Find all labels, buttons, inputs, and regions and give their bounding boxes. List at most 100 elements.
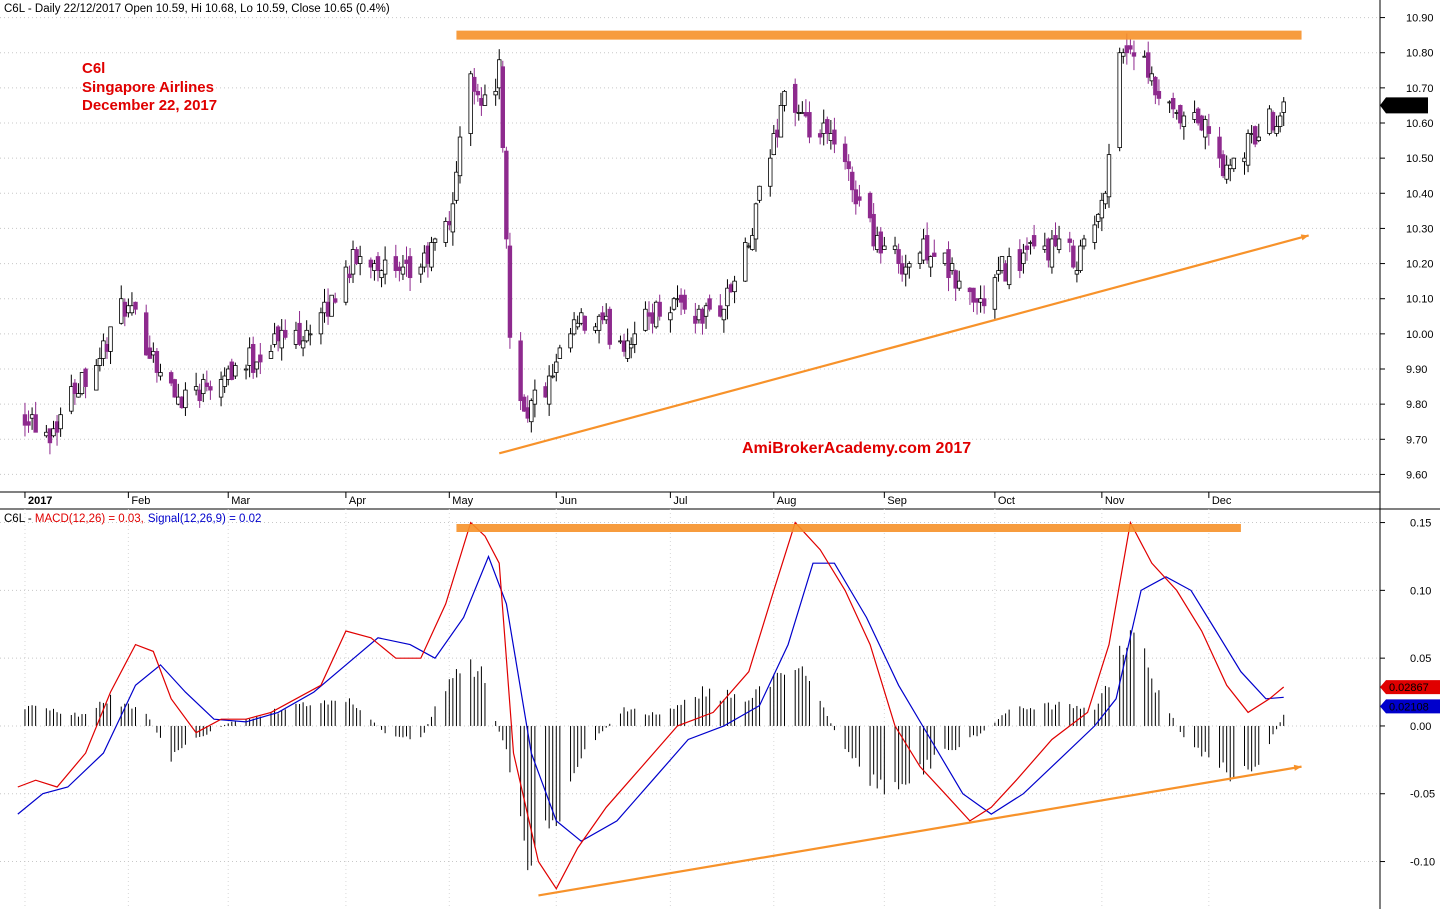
- price-y-tick-label: 9.70: [1406, 434, 1427, 446]
- candle-body: [1149, 73, 1154, 82]
- candle-body: [896, 249, 901, 264]
- price-y-axis: 9.60 9.70 9.80 9.90 10.00 10.10 10.20 10.30 10.4…: [1380, 13, 1434, 481]
- candle-body: [479, 98, 484, 106]
- price-y-tick-label: 10.60: [1406, 118, 1434, 130]
- candle-body: [350, 249, 356, 275]
- candle-body: [1153, 76, 1158, 96]
- candle-body: [29, 414, 35, 419]
- candle-body: [1281, 101, 1286, 113]
- candle-body: [179, 396, 185, 409]
- candle-body: [54, 421, 60, 433]
- candle-body: [1146, 52, 1151, 78]
- candle-body: [546, 375, 552, 405]
- candle-body: [942, 252, 948, 264]
- candle-body: [168, 372, 174, 384]
- candle-body: [47, 428, 53, 444]
- candle-body: [119, 298, 124, 324]
- candle-body: [429, 242, 434, 268]
- candle-body: [728, 284, 734, 293]
- candle-body: [357, 256, 363, 264]
- price-x-axis-labels: 2017 Feb Mar Apr May Jun Jul Aug Sep Oct Nov Dec: [24, 492, 1232, 507]
- candle-body: [1081, 238, 1087, 247]
- candle-body: [521, 396, 527, 412]
- candle-body: [275, 326, 281, 342]
- candle-body: [992, 277, 998, 310]
- candle-body: [26, 421, 31, 426]
- candle-body: [1049, 238, 1055, 268]
- price-header: C6L - Daily 22/12/2017 Open 10.59, Hi 10…: [4, 3, 390, 15]
- candle-body: [882, 245, 887, 250]
- macd-support-arrowhead: [1293, 764, 1302, 771]
- candle-body: [1003, 263, 1008, 282]
- candle-body: [250, 343, 256, 373]
- price-y-tick-label: 10.10: [1406, 294, 1434, 306]
- macd-panel: [0, 509, 1380, 909]
- candle-body: [1053, 235, 1058, 247]
- candle-body: [932, 252, 937, 257]
- candle-body: [924, 235, 930, 261]
- x-tick-label: Mar: [231, 495, 250, 507]
- candle-body: [1121, 52, 1126, 57]
- candle-body: [903, 266, 908, 275]
- candle-body: [949, 263, 955, 272]
- candle-body: [792, 83, 798, 113]
- candle-body: [1024, 245, 1030, 250]
- candle-body: [732, 280, 737, 293]
- candle-body: [928, 256, 933, 268]
- candle-body: [1117, 52, 1122, 148]
- macd-y-tick-label: -0.10: [1410, 857, 1435, 869]
- candle-body: [768, 157, 773, 187]
- candle-body: [1131, 52, 1137, 57]
- candle-body: [126, 305, 131, 314]
- candle-body: [921, 238, 926, 261]
- candle-body: [571, 319, 577, 335]
- candle-body: [1103, 192, 1108, 205]
- candle-body: [1203, 119, 1208, 138]
- candle-body: [593, 326, 598, 331]
- candle-body: [247, 347, 252, 366]
- candle-body: [1249, 133, 1254, 135]
- candle-body: [757, 185, 762, 201]
- candle-body: [101, 340, 106, 359]
- candle-body: [871, 213, 876, 247]
- candle-body: [343, 266, 349, 303]
- candle-body: [297, 322, 302, 345]
- candle-body: [154, 351, 160, 373]
- candle-body: [796, 112, 801, 114]
- candle-body: [696, 308, 702, 321]
- candle-body: [243, 368, 249, 371]
- watermark: AmiBrokerAcademy.com 2017: [742, 440, 971, 457]
- candle-body: [304, 329, 309, 342]
- candle-body: [953, 270, 958, 289]
- candle-body: [846, 161, 851, 170]
- candle-body: [258, 354, 263, 363]
- candle-body: [721, 308, 727, 321]
- candle-body: [1167, 101, 1172, 104]
- candle-body: [1092, 224, 1097, 243]
- candle-body: [94, 365, 99, 391]
- candle-body: [325, 301, 331, 317]
- price-support-line: [498, 234, 1309, 455]
- candle-body: [1078, 245, 1083, 272]
- candle-body: [372, 263, 377, 272]
- candle-body: [1106, 154, 1112, 198]
- macd-support-line: [538, 765, 1302, 897]
- candle-body: [675, 298, 680, 301]
- candle-body: [596, 315, 602, 331]
- candle-body: [425, 245, 431, 264]
- candle-body: [368, 259, 374, 268]
- price-y-tick-label: 10.20: [1406, 259, 1434, 271]
- candle-body: [682, 294, 687, 310]
- candle-body: [853, 189, 859, 205]
- candle-body: [621, 340, 627, 352]
- candle-body: [129, 305, 135, 314]
- macd-y-tick-label: -0.05: [1410, 789, 1435, 801]
- candle-body: [668, 312, 673, 321]
- annotation-date: December 22, 2017: [82, 97, 217, 114]
- x-tick-label: Aug: [777, 495, 797, 507]
- candle-body: [482, 94, 488, 106]
- candle-body: [753, 203, 759, 240]
- candle-body: [782, 90, 787, 106]
- candle-body: [532, 389, 538, 405]
